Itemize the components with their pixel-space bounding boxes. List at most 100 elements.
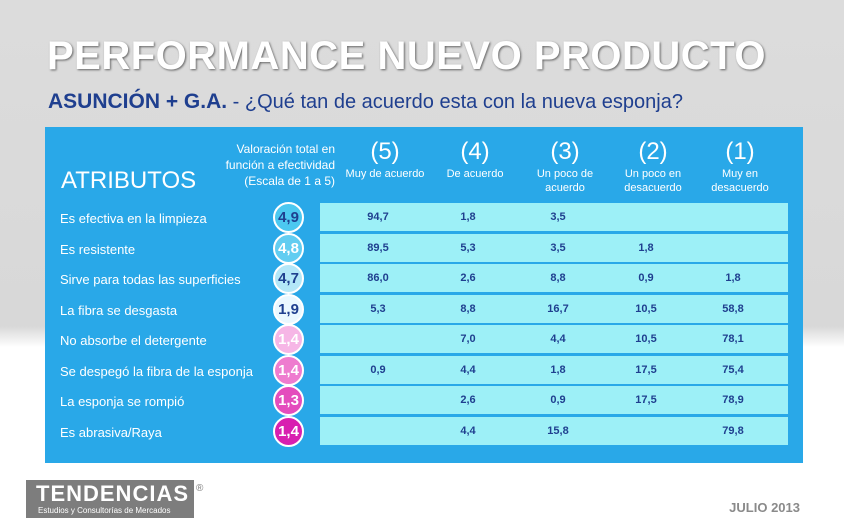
logo-subtext: Estudios y Consultorías de Mercados (38, 506, 171, 515)
value-cell: 4,4 (460, 424, 476, 437)
score-badge: 1,3 (273, 385, 304, 416)
column-header-1: (1) Muy en desacuerdo (695, 137, 785, 195)
value-cell: 8,8 (460, 302, 476, 315)
value-cell: 0,9 (370, 363, 386, 376)
score-badge: 1,4 (273, 415, 304, 447)
column-label: Un poco de acuerdo (536, 168, 594, 194)
value-cells: 4,4 15,8 79,8 (320, 416, 788, 445)
attributes-header: ATRIBUTOS (61, 167, 197, 194)
value-cell (601, 203, 691, 231)
column-header-5: (5) Muy de acuerdo (340, 137, 430, 181)
value-cell (688, 203, 778, 231)
value-cells: 86,0 2,6 8,8 0,9 1,8 (320, 264, 788, 292)
page-title: PERFORMANCE NUEVO PRODUCTO (47, 34, 766, 78)
valuation-header-line: Valoración total en (236, 142, 335, 156)
value-cell: 1,8 (550, 363, 566, 376)
value-cell: 86,0 (367, 272, 389, 284)
registered-mark: ® (196, 483, 204, 494)
score-badge: 4,7 (273, 263, 304, 294)
table-row: La esponja se rompió 1,3 2,6 0,9 17,5 78,9 (45, 385, 803, 416)
value-cell (333, 417, 423, 445)
score-badge: 4,8 (273, 232, 304, 264)
value-cell: 1,8 (638, 241, 654, 254)
value-cell: 1,8 (725, 272, 741, 284)
table-row: Se despegó la fibra de la esponja 1,4 0,9 4… (45, 354, 803, 386)
subtitle-region: ASUNCIÓN + G.A. (48, 90, 228, 113)
column-number: (5) (370, 138, 400, 165)
table-row: Es efectiva en la limpieza 4,9 94,7 1,8 3,5 (45, 202, 803, 233)
column-label: Muy de acuerdo (345, 168, 425, 180)
value-cell: 2,6 (460, 272, 476, 284)
report-date: JULIO 2013 (729, 500, 800, 515)
value-cell: 10,5 (635, 333, 657, 345)
value-cell: 79,8 (722, 424, 744, 437)
column-label: Un poco en desacuerdo (624, 168, 682, 194)
attribute-label: No absorbe el detergente (60, 333, 207, 348)
table-row: La fibra se desgasta 1,9 5,3 8,8 16,7 10,5 58,… (45, 293, 803, 325)
value-cells: 89,5 5,3 3,5 1,8 (320, 233, 788, 262)
value-cell: 0,9 (638, 272, 654, 284)
value-cell: 10,5 (635, 302, 657, 315)
column-header-3: (3) Un poco de acuerdo (520, 137, 610, 195)
column-header-2: (2) Un poco en desacuerdo (608, 137, 698, 195)
valuation-header-line: función a efectividad (225, 158, 335, 172)
logo-box: TENDENCIAS Estudios y Consultorías de Me… (26, 480, 194, 518)
value-cell (601, 417, 691, 445)
table-row: No absorbe el detergente 1,4 7,0 4,4 10,5 78,… (45, 324, 803, 355)
subtitle-question: - ¿Qué tan de acuerdo esta con la nueva … (227, 91, 683, 113)
value-cell: 15,8 (547, 424, 569, 437)
column-label: Muy en desacuerdo (711, 168, 769, 194)
value-cell (688, 234, 778, 262)
attribute-label: Sirve para todas las superficies (60, 272, 241, 287)
valuation-header: Valoración total en función a efectivida… (197, 141, 335, 189)
value-cells: 5,3 8,8 16,7 10,5 58,8 (320, 294, 788, 323)
value-cell: 4,4 (460, 363, 476, 376)
column-label: De acuerdo (446, 168, 504, 180)
value-cell: 78,1 (722, 333, 744, 345)
value-cell (333, 325, 423, 353)
value-cell: 1,8 (460, 211, 476, 223)
value-cell (333, 386, 423, 414)
score-badge: 1,4 (273, 354, 304, 386)
value-cell: 4,4 (550, 333, 566, 345)
column-header-4: (4) De acuerdo (430, 137, 520, 181)
value-cells: 0,9 4,4 1,8 17,5 75,4 (320, 355, 788, 384)
value-cell: 8,8 (550, 272, 566, 284)
attribute-label: La fibra se desgasta (60, 302, 178, 318)
value-cell: 17,5 (635, 363, 657, 376)
table-row: Es resistente 4,8 89,5 5,3 3,5 1,8 (45, 232, 803, 264)
value-cell: 58,8 (722, 302, 744, 315)
value-cells: 2,6 0,9 17,5 78,9 (320, 386, 788, 414)
column-number: (1) (725, 138, 755, 165)
attribute-label: Es abrasiva/Raya (60, 424, 162, 440)
column-number: (3) (550, 138, 580, 165)
attribute-label: La esponja se rompió (60, 394, 185, 409)
attribute-label: Es resistente (60, 241, 136, 257)
value-cell: 2,6 (460, 394, 476, 406)
table-row: Es abrasiva/Raya 1,4 4,4 15,8 79,8 (45, 415, 803, 447)
value-cell: 89,5 (367, 241, 389, 254)
valuation-header-line: (Escala de 1 a 5) (244, 174, 335, 188)
logo-text: TENDENCIAS (36, 481, 190, 506)
column-number: (4) (460, 138, 490, 165)
value-cell: 5,3 (370, 302, 386, 315)
score-badge: 1,4 (273, 324, 304, 355)
score-badge: 1,9 (273, 293, 304, 325)
value-cell: 0,9 (550, 394, 566, 406)
value-cells: 94,7 1,8 3,5 (320, 203, 788, 231)
value-cell: 3,5 (550, 211, 566, 223)
value-cell: 78,9 (722, 394, 744, 406)
score-badge: 4,9 (273, 202, 304, 233)
page-subtitle: ASUNCIÓN + G.A. - ¿Qué tan de acuerdo es… (48, 90, 683, 114)
value-cell: 17,5 (635, 394, 657, 406)
results-table-panel: ATRIBUTOS Valoración total en función a … (45, 127, 803, 463)
attribute-label: Se despegó la fibra de la esponja (60, 363, 253, 379)
tendencias-logo: TENDENCIAS Estudios y Consultorías de Me… (26, 480, 236, 518)
value-cells: 7,0 4,4 10,5 78,1 (320, 325, 788, 353)
value-cell: 3,5 (550, 241, 566, 254)
value-cell: 7,0 (460, 333, 476, 345)
value-cell: 16,7 (547, 302, 569, 315)
value-cell: 5,3 (460, 241, 476, 254)
column-number: (2) (638, 138, 668, 165)
value-cell: 75,4 (722, 363, 744, 376)
